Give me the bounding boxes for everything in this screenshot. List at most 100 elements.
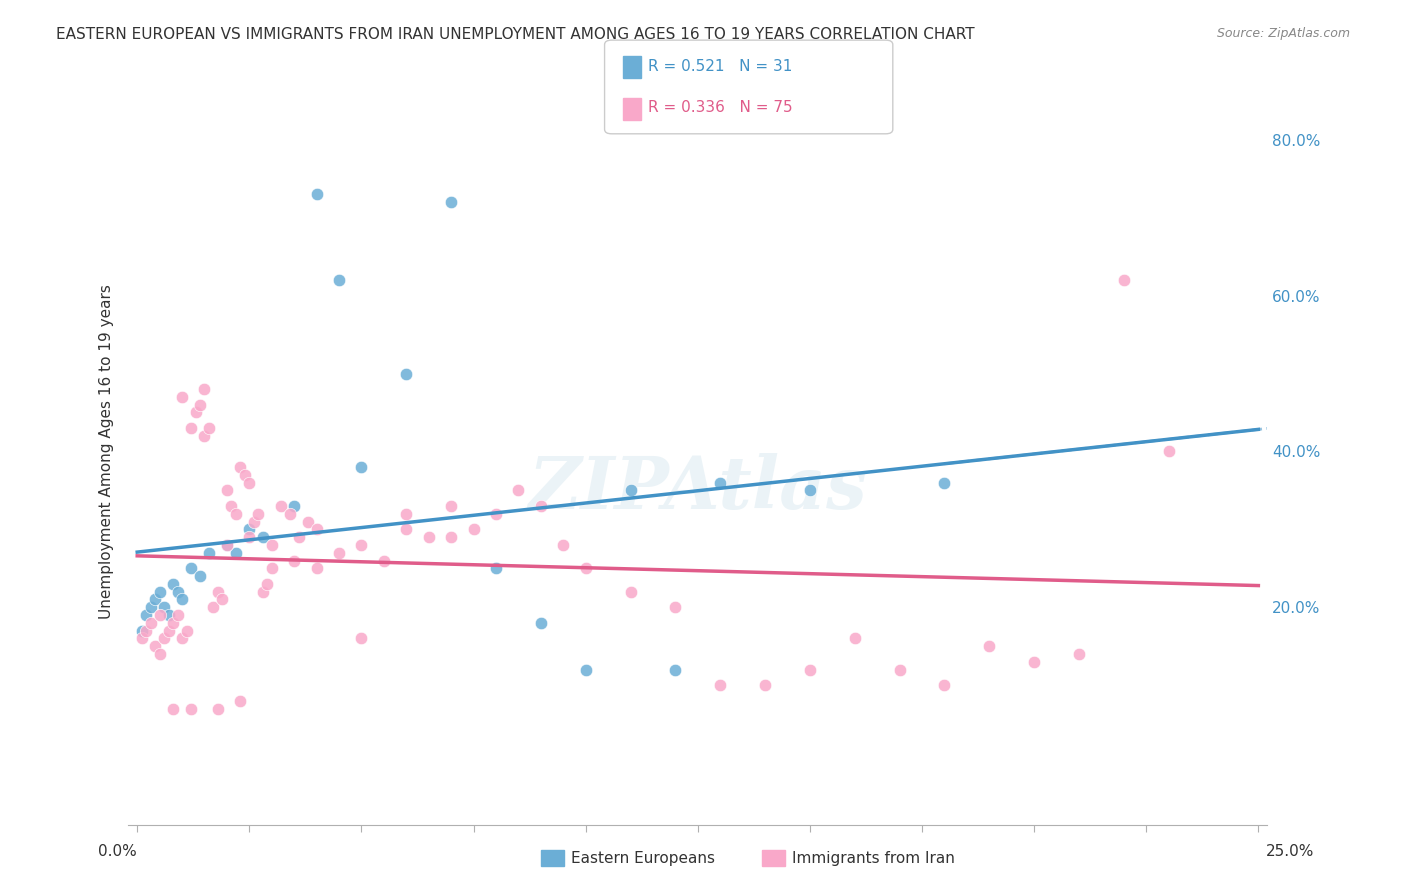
Point bbox=[328, 546, 350, 560]
Point bbox=[283, 553, 305, 567]
Point bbox=[215, 538, 238, 552]
Point bbox=[153, 632, 176, 646]
Point bbox=[153, 600, 176, 615]
Point bbox=[283, 499, 305, 513]
Point bbox=[934, 678, 956, 692]
Point bbox=[1067, 647, 1090, 661]
Point bbox=[350, 538, 373, 552]
Point bbox=[278, 507, 301, 521]
Point bbox=[170, 592, 193, 607]
Point bbox=[180, 421, 202, 435]
Point bbox=[229, 694, 252, 708]
Point bbox=[530, 499, 553, 513]
Point bbox=[143, 639, 166, 653]
Point bbox=[188, 398, 211, 412]
Point bbox=[270, 499, 292, 513]
Text: R = 0.336   N = 75: R = 0.336 N = 75 bbox=[648, 101, 793, 115]
Point bbox=[440, 195, 463, 210]
Point bbox=[575, 663, 598, 677]
Point bbox=[252, 584, 274, 599]
Point bbox=[238, 475, 260, 490]
Point bbox=[799, 663, 821, 677]
Point bbox=[297, 515, 319, 529]
Point bbox=[225, 507, 247, 521]
Point bbox=[198, 421, 221, 435]
Text: Eastern Europeans: Eastern Europeans bbox=[571, 851, 714, 865]
Point bbox=[184, 405, 207, 419]
Point bbox=[162, 701, 184, 715]
Point bbox=[207, 584, 229, 599]
Point bbox=[243, 515, 266, 529]
Point bbox=[162, 577, 184, 591]
Point bbox=[619, 483, 641, 498]
Point bbox=[180, 701, 202, 715]
Point bbox=[844, 632, 866, 646]
Point bbox=[180, 561, 202, 575]
Point bbox=[934, 475, 956, 490]
Point bbox=[553, 538, 575, 552]
Point bbox=[328, 273, 350, 287]
Point bbox=[530, 615, 553, 630]
Point bbox=[664, 663, 686, 677]
Point bbox=[211, 592, 233, 607]
Point bbox=[247, 507, 270, 521]
Point bbox=[508, 483, 530, 498]
Point bbox=[170, 632, 193, 646]
Point bbox=[135, 608, 157, 623]
Point bbox=[207, 701, 229, 715]
Point bbox=[139, 615, 162, 630]
Point bbox=[485, 561, 508, 575]
Y-axis label: Unemployment Among Ages 16 to 19 years: Unemployment Among Ages 16 to 19 years bbox=[100, 284, 114, 619]
Point bbox=[485, 507, 508, 521]
Point bbox=[754, 678, 776, 692]
Point bbox=[418, 530, 440, 544]
Point bbox=[350, 632, 373, 646]
Point bbox=[1157, 444, 1180, 458]
Point bbox=[238, 522, 260, 536]
Point bbox=[252, 530, 274, 544]
Point bbox=[229, 460, 252, 475]
Point bbox=[131, 632, 153, 646]
Point bbox=[799, 483, 821, 498]
Point bbox=[395, 507, 418, 521]
Point bbox=[135, 624, 157, 638]
Point bbox=[350, 460, 373, 475]
Point bbox=[440, 530, 463, 544]
Point bbox=[373, 553, 395, 567]
Point bbox=[176, 624, 198, 638]
Text: EASTERN EUROPEAN VS IMMIGRANTS FROM IRAN UNEMPLOYMENT AMONG AGES 16 TO 19 YEARS : EASTERN EUROPEAN VS IMMIGRANTS FROM IRAN… bbox=[56, 27, 974, 42]
Point bbox=[238, 530, 260, 544]
Point bbox=[166, 584, 188, 599]
Point bbox=[143, 592, 166, 607]
Point bbox=[193, 382, 215, 396]
Point bbox=[215, 483, 238, 498]
Text: 0.0%: 0.0% bbox=[98, 845, 138, 859]
Point bbox=[287, 530, 309, 544]
Point bbox=[202, 600, 225, 615]
Point bbox=[709, 678, 731, 692]
Point bbox=[149, 584, 172, 599]
Point bbox=[256, 577, 278, 591]
Point bbox=[619, 584, 641, 599]
Text: Immigrants from Iran: Immigrants from Iran bbox=[792, 851, 955, 865]
Text: Source: ZipAtlas.com: Source: ZipAtlas.com bbox=[1216, 27, 1350, 40]
Point bbox=[575, 561, 598, 575]
Point bbox=[260, 538, 283, 552]
Point bbox=[305, 561, 328, 575]
Point bbox=[193, 429, 215, 443]
Point bbox=[162, 615, 184, 630]
Point bbox=[1024, 655, 1046, 669]
Point bbox=[139, 600, 162, 615]
Point bbox=[188, 569, 211, 583]
Point bbox=[221, 499, 243, 513]
Point bbox=[157, 624, 180, 638]
Point bbox=[889, 663, 911, 677]
Point bbox=[395, 522, 418, 536]
Point bbox=[131, 624, 153, 638]
Point bbox=[305, 187, 328, 202]
Point bbox=[463, 522, 485, 536]
Point bbox=[198, 546, 221, 560]
Point bbox=[233, 467, 256, 482]
Point bbox=[664, 600, 686, 615]
Point bbox=[260, 561, 283, 575]
